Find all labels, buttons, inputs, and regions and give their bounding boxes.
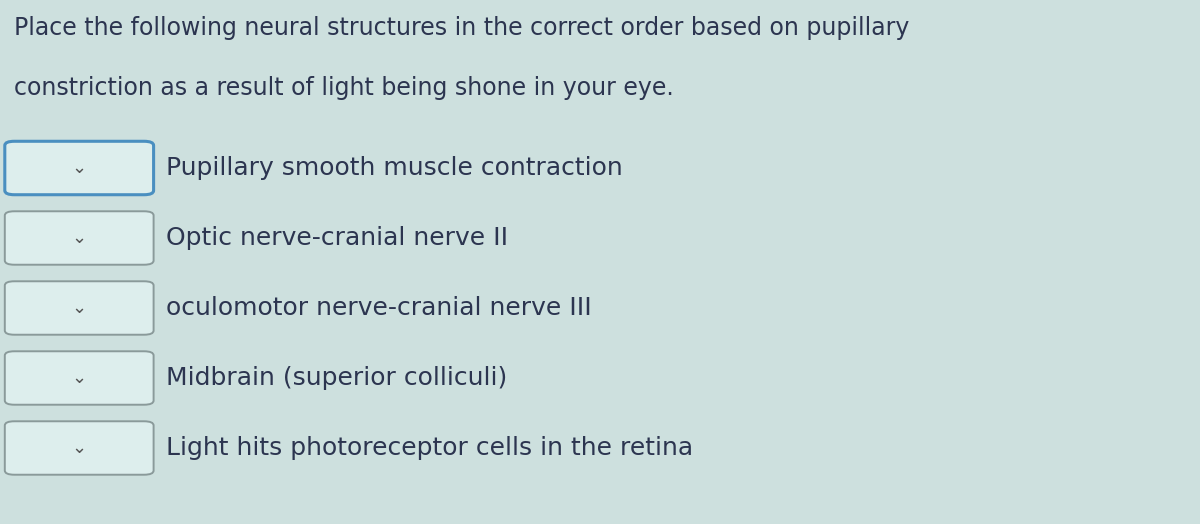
Text: constriction as a result of light being shone in your eye.: constriction as a result of light being … — [14, 76, 674, 100]
Text: oculomotor nerve-cranial nerve III: oculomotor nerve-cranial nerve III — [166, 296, 592, 320]
Text: ⌄: ⌄ — [72, 439, 86, 457]
FancyBboxPatch shape — [5, 421, 154, 475]
Text: Pupillary smooth muscle contraction: Pupillary smooth muscle contraction — [166, 156, 623, 180]
Text: Light hits photoreceptor cells in the retina: Light hits photoreceptor cells in the re… — [166, 436, 692, 460]
FancyBboxPatch shape — [5, 141, 154, 195]
FancyBboxPatch shape — [5, 211, 154, 265]
Text: ⌄: ⌄ — [72, 299, 86, 317]
Text: Midbrain (superior colliculi): Midbrain (superior colliculi) — [166, 366, 506, 390]
Text: Optic nerve-cranial nerve II: Optic nerve-cranial nerve II — [166, 226, 508, 250]
Text: ⌄: ⌄ — [72, 229, 86, 247]
FancyBboxPatch shape — [5, 281, 154, 335]
FancyBboxPatch shape — [5, 351, 154, 405]
Text: ⌄: ⌄ — [72, 369, 86, 387]
Text: ⌄: ⌄ — [72, 159, 86, 177]
Text: Place the following neural structures in the correct order based on pupillary: Place the following neural structures in… — [14, 16, 910, 40]
